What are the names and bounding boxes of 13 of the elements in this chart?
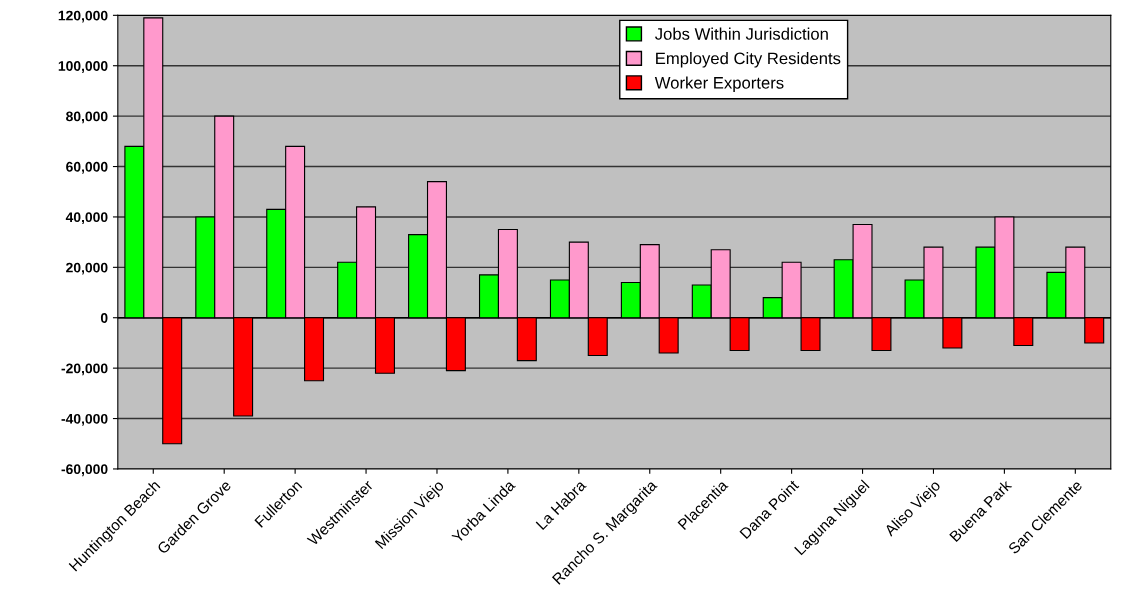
legend-label: Employed City Residents (656, 52, 841, 68)
y-tick-label: 0 (100, 313, 108, 323)
y-tick-label: -60,000 (61, 464, 108, 477)
legend-label: Worker Exporters (654, 76, 784, 93)
y-tick-label: 100,000 (58, 61, 108, 73)
y-tick-label: 120,000 (58, 10, 108, 23)
y-tick-label: -40,000 (61, 413, 108, 426)
y-tick-label: 60,000 (66, 161, 108, 174)
y-tick-label: -20,000 (61, 363, 108, 376)
y-tick-label: 80,000 (66, 111, 108, 124)
y-tick-label: 40,000 (65, 212, 108, 225)
legend-label: Jobs Within Jurisdiction (655, 27, 828, 40)
y-tick-label: 20,000 (66, 262, 108, 275)
